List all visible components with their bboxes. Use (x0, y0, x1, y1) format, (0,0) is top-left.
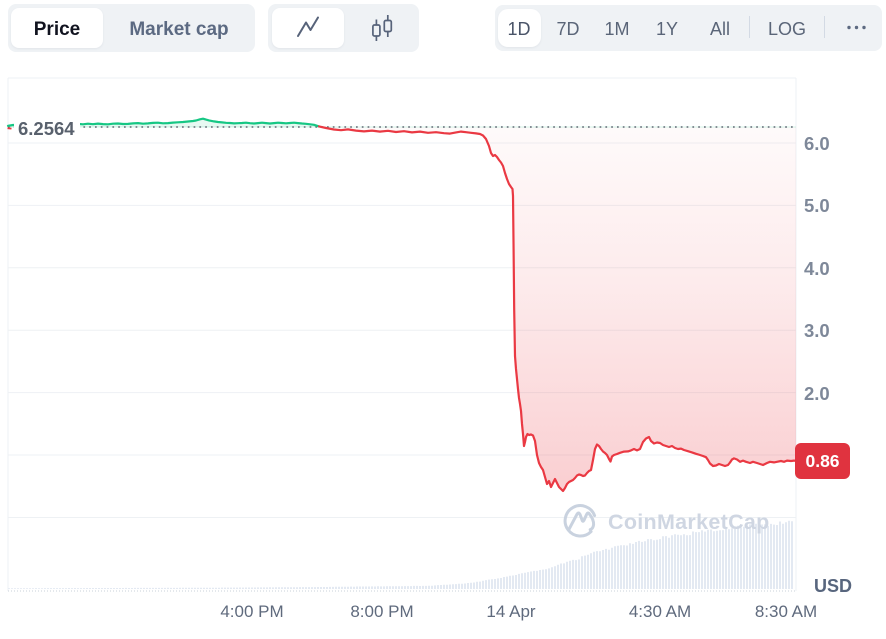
svg-text:CoinMarketCap: CoinMarketCap (608, 510, 770, 534)
